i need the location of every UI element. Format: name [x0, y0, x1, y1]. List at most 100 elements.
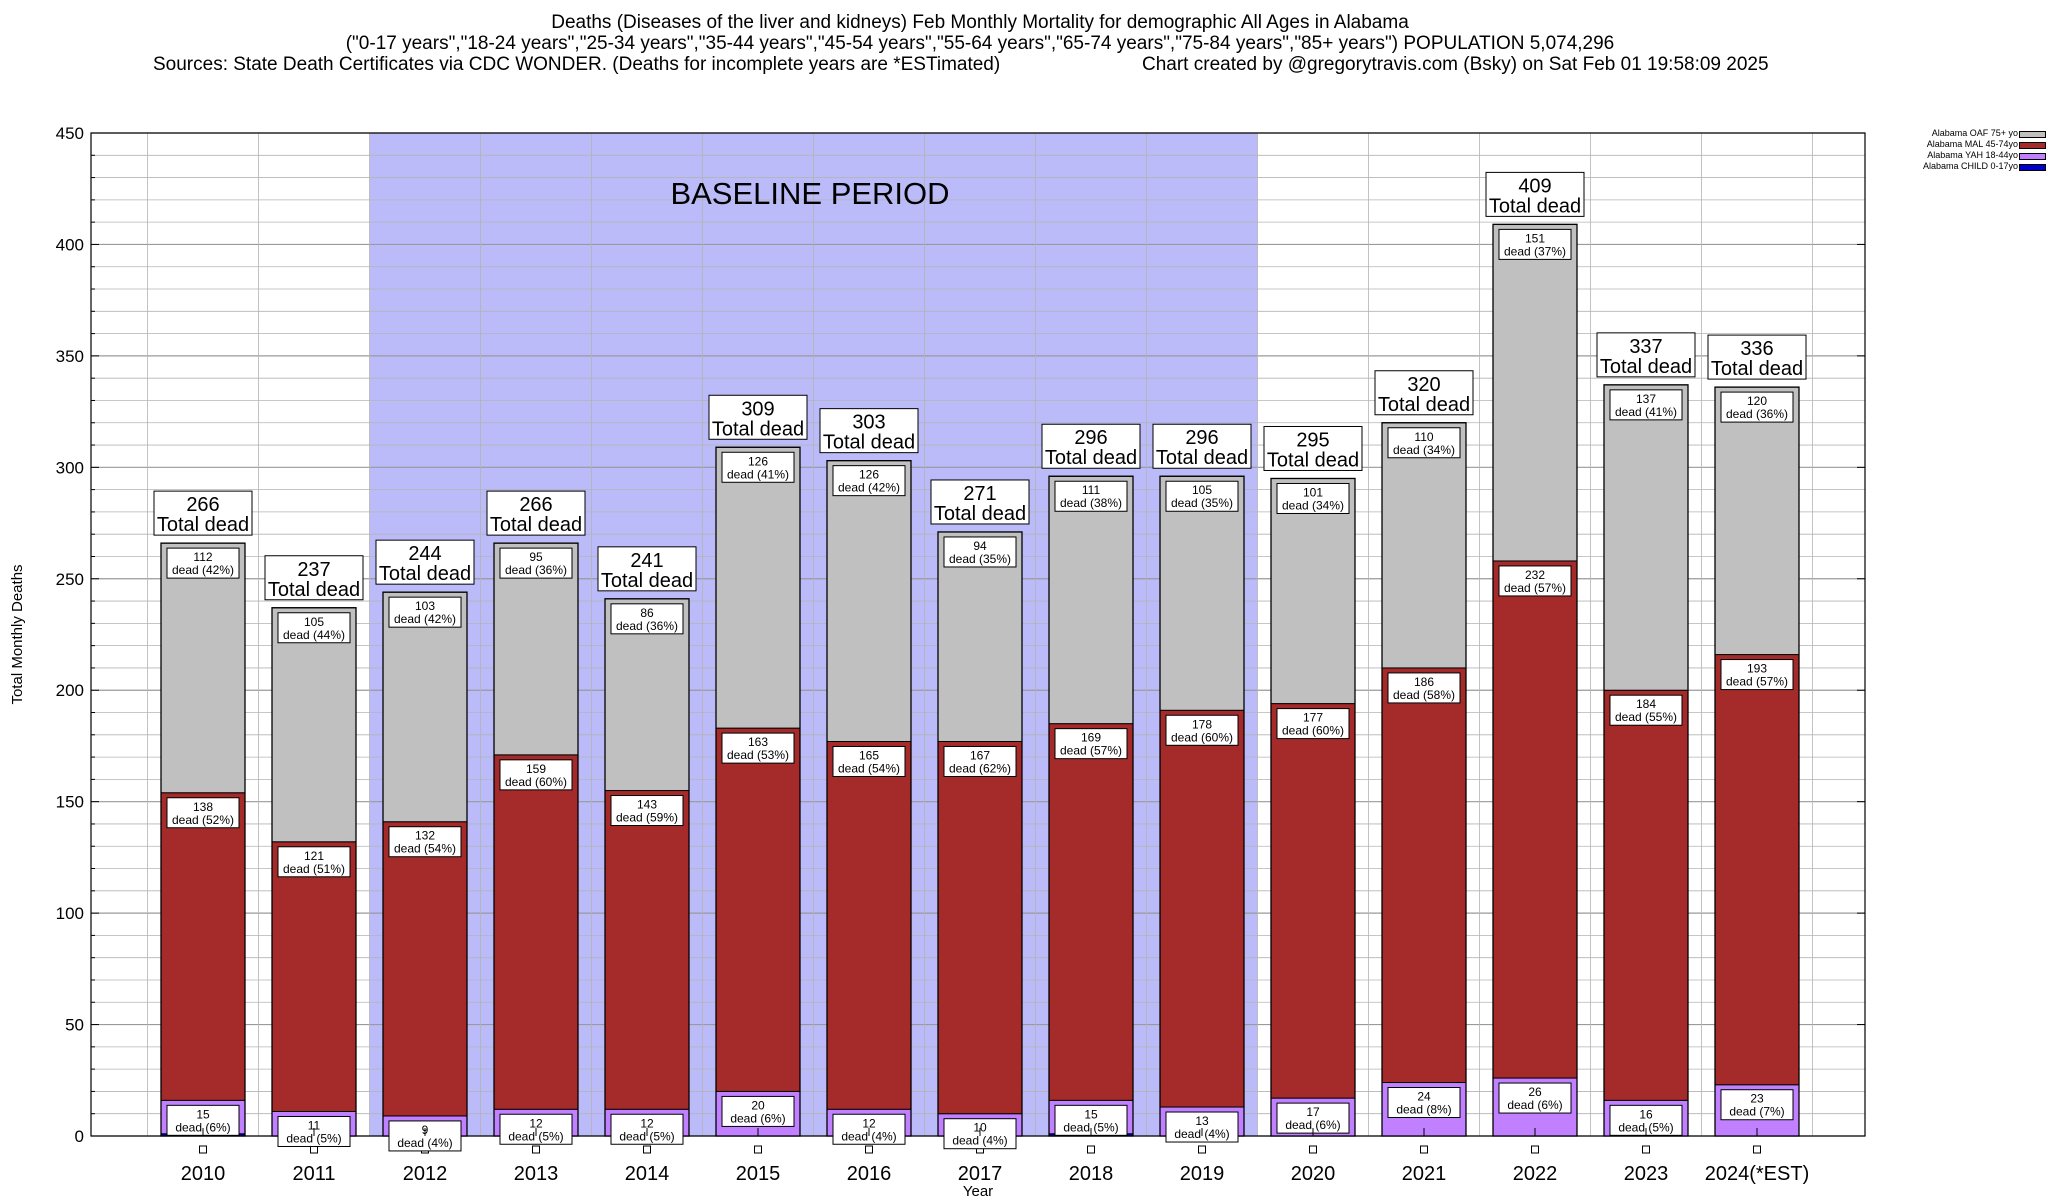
- total-suffix-label: Total dead: [1045, 447, 1137, 469]
- total-suffix-label: Total dead: [1600, 356, 1692, 378]
- segment-label-box: [1387, 427, 1461, 459]
- legend-swatch: [2019, 164, 2046, 171]
- y-axis-title: Total Monthly Deaths: [9, 564, 26, 704]
- segment-value-label: 105: [304, 615, 324, 629]
- total-value-label: 241: [630, 550, 663, 572]
- segment-value-label: 186: [1414, 675, 1434, 689]
- segment-label-box: [1609, 389, 1683, 421]
- y-tick-label: 200: [56, 681, 84, 700]
- total-value-label: 296: [1074, 427, 1107, 449]
- total-value-label: 337: [1629, 336, 1662, 358]
- segment-percent-label: dead (4%): [397, 1136, 452, 1150]
- total-label-box: [1485, 171, 1585, 217]
- bar-segment: [1714, 386, 1800, 656]
- segment-value-label: 17: [1306, 1105, 1320, 1119]
- total-label-box: [1596, 332, 1696, 378]
- legend-swatch: [2019, 142, 2046, 149]
- segment-value-label: 137: [1636, 392, 1656, 406]
- bar-segment: [271, 841, 357, 1112]
- bar-segment: [1603, 689, 1689, 1101]
- bar-segment: [160, 542, 246, 794]
- segment-percent-label: dead (35%): [949, 552, 1011, 566]
- x-tick-label: 2019: [1180, 1163, 1225, 1185]
- segment-value-label: 112: [193, 550, 212, 564]
- total-label-box: [597, 546, 697, 592]
- segment-value-label: 20: [751, 1098, 765, 1112]
- segment-label-box: [1609, 694, 1683, 726]
- segment-label-box: [499, 759, 573, 791]
- segment-label-box: [1054, 480, 1128, 512]
- segment-value-label: 177: [1303, 711, 1323, 725]
- bar-segment: [1270, 477, 1356, 705]
- segment-value-label: 26: [1528, 1085, 1542, 1099]
- bar-segment: [715, 446, 801, 729]
- chart-title: Deaths (Diseases of the liver and kidney…: [551, 12, 1409, 33]
- segment-percent-label: dead (57%): [1726, 675, 1788, 689]
- bar-segment: [493, 754, 579, 1110]
- bar-segment: [604, 790, 690, 1110]
- total-suffix-label: Total dead: [379, 563, 471, 585]
- x-tick-label: 2017: [958, 1163, 1003, 1185]
- total-suffix-label: Total dead: [1489, 195, 1581, 217]
- segment-percent-label: dead (34%): [1282, 498, 1344, 512]
- chart-header: Deaths (Diseases of the liver and kidney…: [0, 12, 2048, 82]
- segment-value-label: 86: [640, 606, 654, 620]
- segment-label-box: [1165, 1111, 1239, 1143]
- bar-segment: [1270, 703, 1356, 1099]
- child-marker: [1198, 1145, 1206, 1154]
- x-tick-label: 2021: [1402, 1163, 1447, 1185]
- segment-value-label: 151: [1525, 231, 1545, 245]
- x-tick-label: 2011: [292, 1163, 335, 1185]
- segment-label-box: [166, 547, 240, 579]
- y-tick-label: 150: [56, 793, 84, 812]
- child-marker: [865, 1145, 873, 1154]
- legend-label: Alabama MAL 45-74yo: [1926, 139, 2018, 149]
- child-marker: [1420, 1145, 1428, 1154]
- segment-percent-label: dead (36%): [505, 563, 567, 577]
- total-label-box: [486, 490, 586, 536]
- segment-value-label: 232: [1525, 568, 1545, 582]
- legend-swatch: [2019, 131, 2046, 138]
- segment-percent-label: dead (51%): [283, 862, 345, 876]
- segment-value-label: 120: [1747, 394, 1767, 408]
- segment-percent-label: dead (41%): [1615, 405, 1677, 419]
- total-label-box: [708, 394, 808, 440]
- bar-segment: [271, 607, 357, 843]
- bar-segment: [1492, 560, 1578, 1079]
- bar-segment: [1048, 475, 1134, 725]
- x-tick-label: 2016: [847, 1163, 892, 1185]
- segment-label-box: [1054, 728, 1128, 760]
- total-value-label: 303: [852, 412, 885, 434]
- total-label-box: [1041, 423, 1141, 469]
- segment-value-label: 121: [304, 849, 324, 863]
- x-tick-label: 2022: [1513, 1163, 1558, 1185]
- chart-legend: Alabama OAF 75+ yo Alabama MAL 45-74yo Ala…: [1870, 128, 2046, 173]
- total-label-box: [1707, 334, 1807, 380]
- segment-percent-label: dead (35%): [1171, 496, 1233, 510]
- segment-percent-label: dead (36%): [616, 619, 678, 633]
- segment-value-label: 138: [193, 800, 213, 814]
- total-value-label: 266: [519, 494, 552, 516]
- total-suffix-label: Total dead: [1156, 447, 1248, 469]
- chart-credit: Chart created by @gregorytravis.com (Bsk…: [1142, 54, 1769, 75]
- segment-percent-label: dead (4%): [952, 1134, 1007, 1148]
- y-tick-label: 250: [56, 570, 84, 589]
- total-value-label: 336: [1740, 338, 1773, 360]
- segment-percent-label: dead (53%): [727, 748, 789, 762]
- segment-label-box: [721, 732, 795, 764]
- segment-label-box: [610, 603, 684, 635]
- segment-percent-label: dead (60%): [1282, 724, 1344, 738]
- x-tick-label: 2020: [1291, 1163, 1336, 1185]
- total-label-box: [1263, 425, 1363, 471]
- x-tick-label: 2015: [736, 1163, 781, 1185]
- segment-label-box: [277, 612, 351, 644]
- legend-label: Alabama CHILD 0-17yo: [1922, 161, 2018, 171]
- bar-segment: [1603, 384, 1689, 691]
- segment-value-label: 13: [1195, 1114, 1209, 1128]
- total-value-label: 266: [186, 494, 219, 516]
- legend-swatch: [2019, 153, 2046, 160]
